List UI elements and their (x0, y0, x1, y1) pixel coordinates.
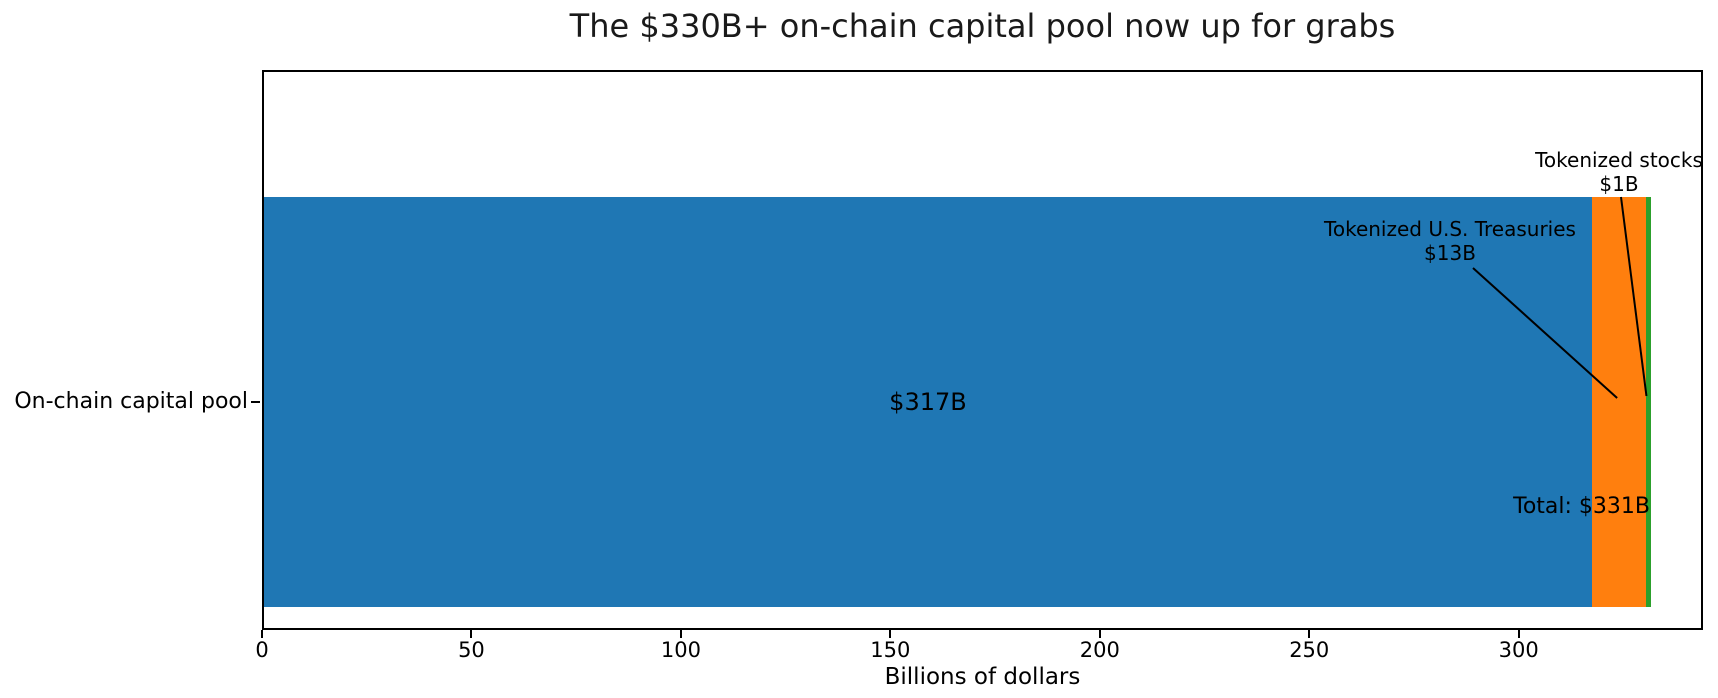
x-tick-label: 200 (1079, 638, 1120, 662)
plot-area: $317B (262, 70, 1703, 630)
bar-on-chain-capital-pool: $317B (264, 197, 1701, 607)
x-tick-mark (889, 630, 892, 638)
x-tick-mark (1308, 630, 1311, 638)
x-axis-label: Billions of dollars (884, 664, 1081, 690)
annotation-stocks-name: Tokenized stocks (1535, 148, 1703, 172)
annotation-treasuries-name: Tokenized U.S. Treasuries (1324, 217, 1576, 241)
x-tick-label: 250 (1289, 638, 1330, 662)
annotation-tokenized-treasuries: Tokenized U.S. Treasuries $13B (1290, 217, 1610, 265)
annotation-stocks-value: $1B (1599, 172, 1639, 196)
y-tick-mark (251, 401, 260, 403)
segment-value-label: $317B (889, 388, 967, 416)
chart-title: The $330B+ on-chain capital pool now up … (569, 7, 1396, 45)
x-tick-mark (470, 630, 473, 638)
x-tick-mark (261, 630, 263, 638)
bar-segment-capital-pool: $317B (264, 197, 1592, 607)
x-tick-label: 300 (1498, 638, 1539, 662)
annotation-tokenized-stocks: Tokenized stocks $1B (1519, 148, 1718, 196)
x-tick-mark (1517, 630, 1520, 638)
x-tick-label: 50 (458, 638, 485, 662)
x-tick-label: 150 (870, 638, 911, 662)
x-tick-label: 100 (660, 638, 701, 662)
x-tick-mark (1098, 630, 1101, 638)
bar-segment-tokenized-stocks (1646, 197, 1651, 607)
x-tick-label: 0 (255, 638, 269, 662)
y-category-label: On-chain capital pool (14, 389, 248, 414)
total-label: Total: $331B (1513, 494, 1650, 519)
x-tick-mark (679, 630, 682, 638)
annotation-treasuries-value: $13B (1424, 241, 1476, 265)
